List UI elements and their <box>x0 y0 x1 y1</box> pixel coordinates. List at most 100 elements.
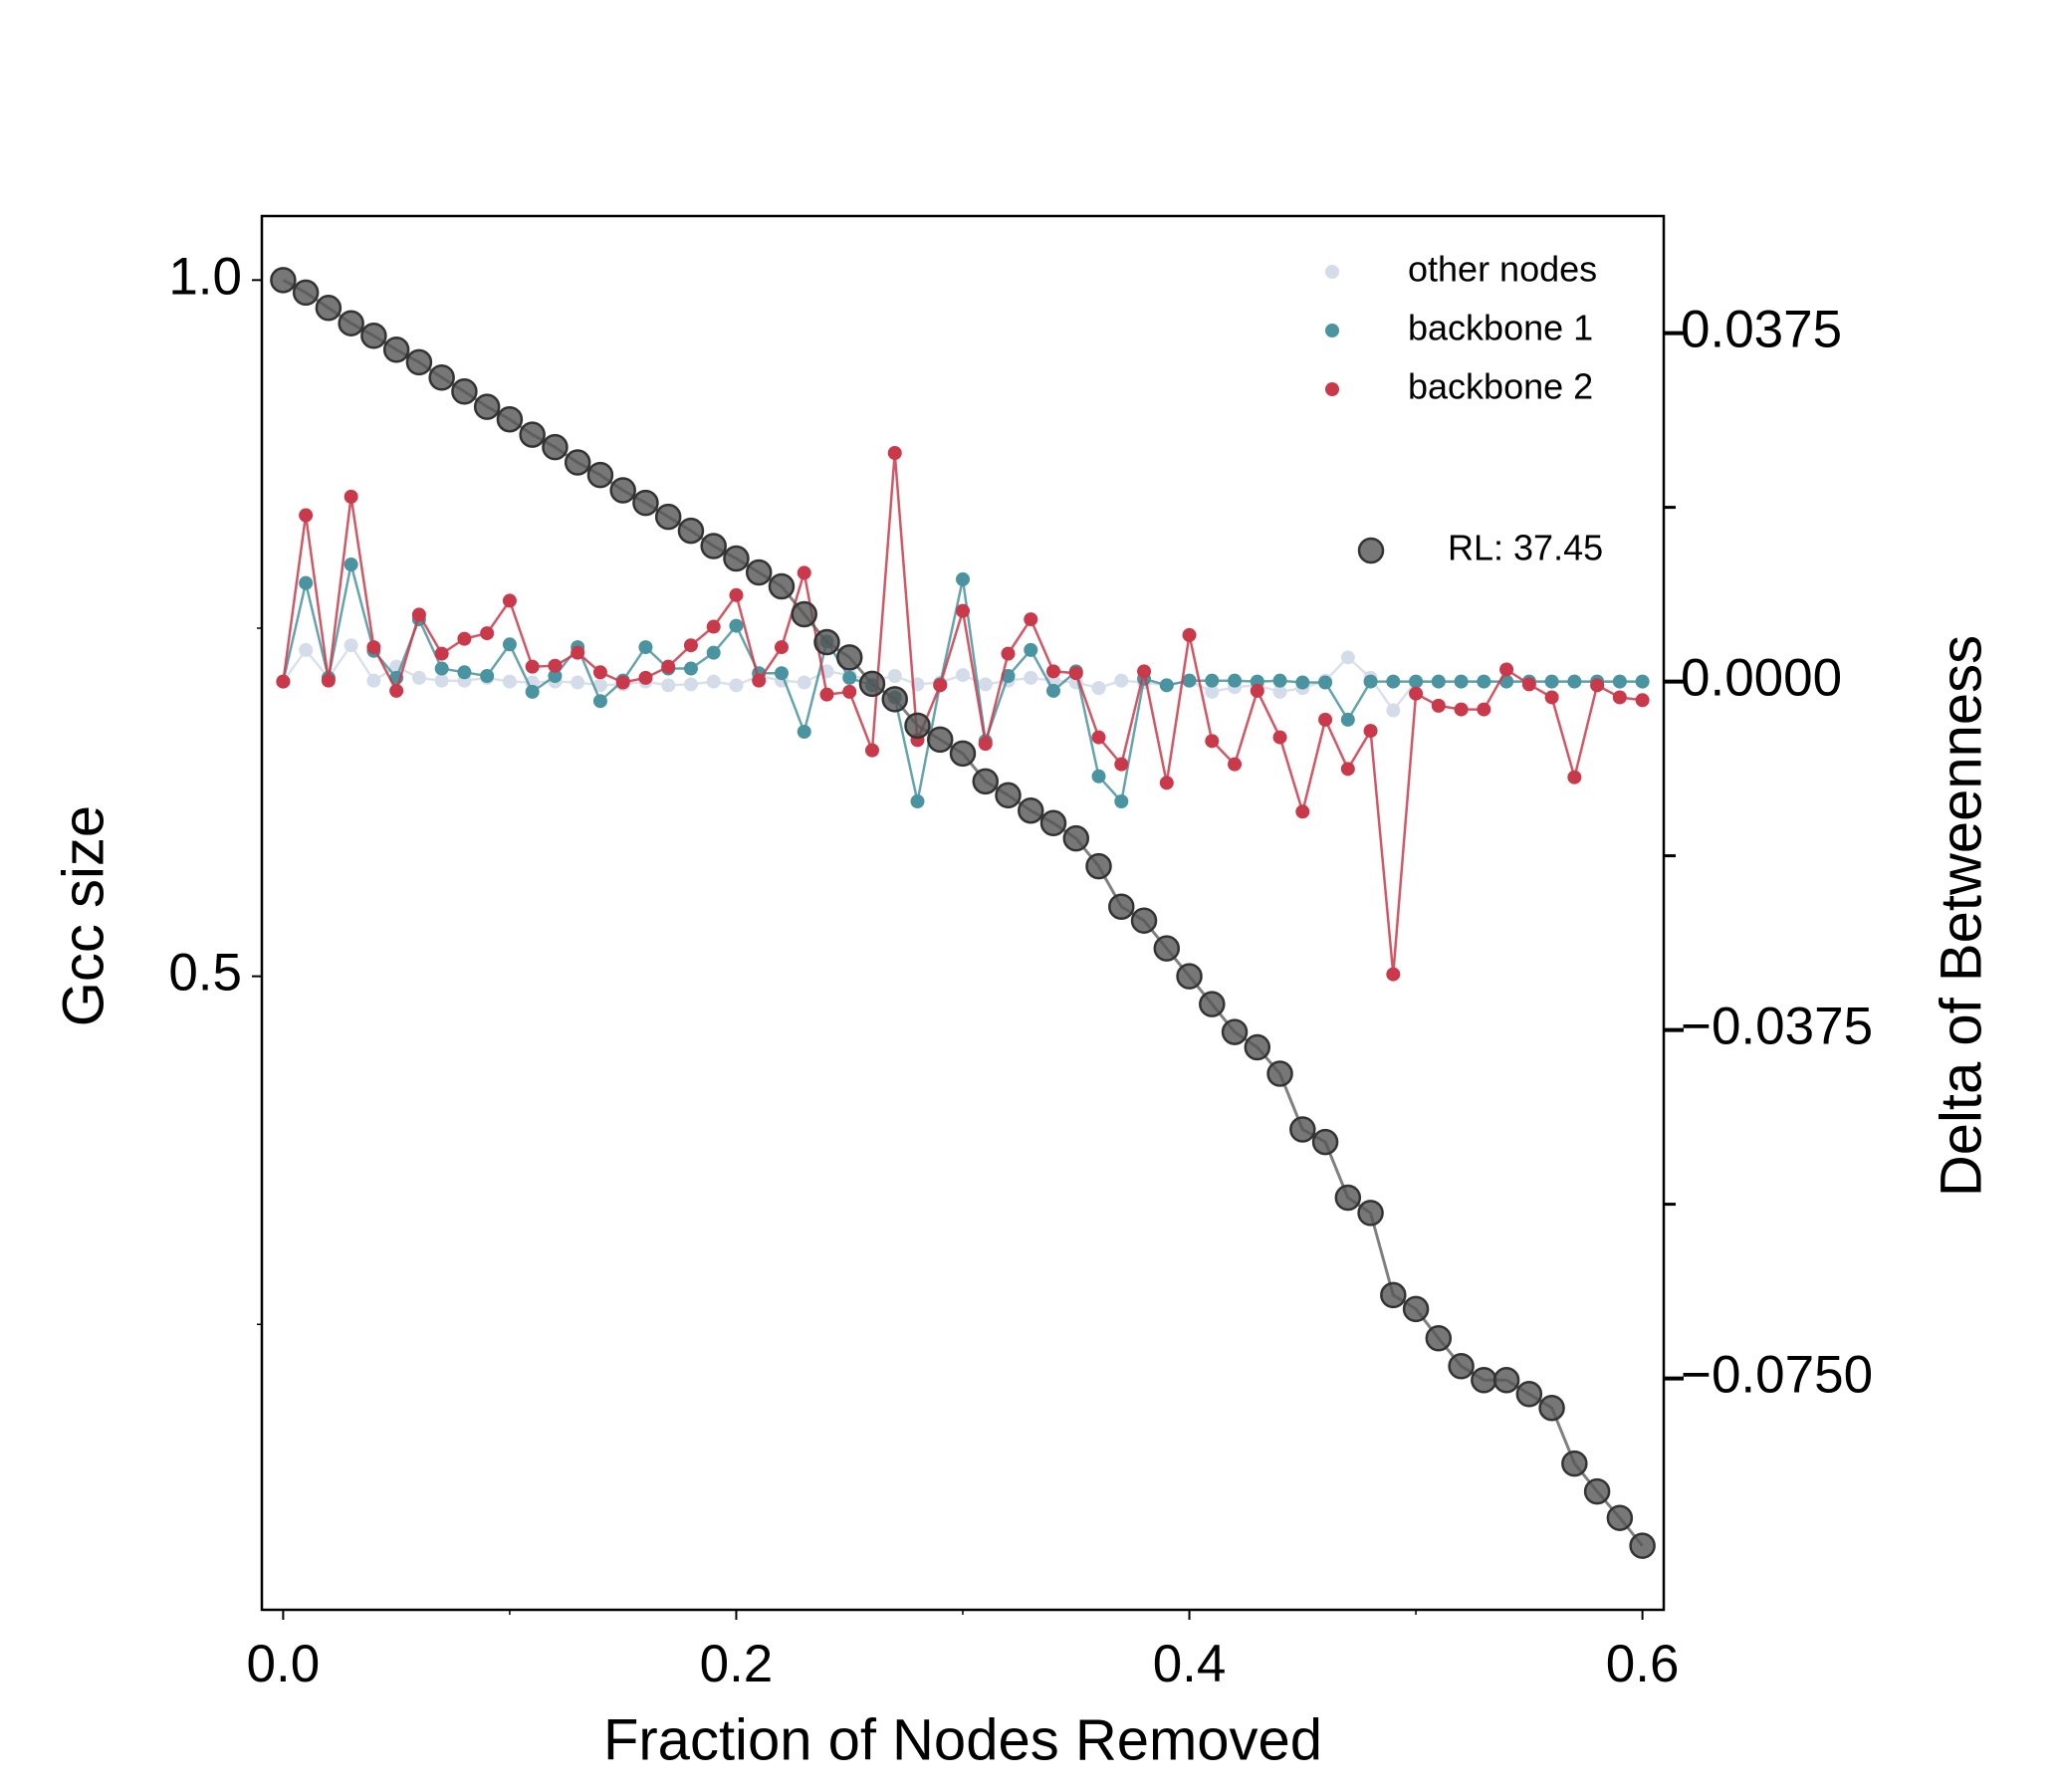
data-point <box>1386 967 1401 982</box>
data-point <box>571 645 585 660</box>
series-line <box>282 452 1643 975</box>
x-tick-label: 0.4 <box>1153 1635 1227 1693</box>
data-point <box>1159 678 1174 693</box>
data-point <box>1114 794 1129 808</box>
data-point <box>910 794 925 808</box>
data-point <box>683 677 698 692</box>
data-point <box>1425 1325 1453 1352</box>
data-point <box>1629 1532 1656 1559</box>
data-point <box>1108 893 1135 920</box>
data-point <box>926 726 954 754</box>
x-tick-label: 0.2 <box>700 1635 774 1693</box>
data-point <box>835 644 863 671</box>
data-point <box>752 673 767 688</box>
data-point <box>1363 724 1378 739</box>
data-point <box>1137 664 1152 679</box>
data-point <box>344 638 358 653</box>
y2-tick-label: 0.0000 <box>1681 649 1842 708</box>
data-point <box>723 545 750 572</box>
data-point <box>299 575 314 590</box>
data-point <box>956 571 970 586</box>
data-point <box>1205 673 1220 688</box>
legend-marker <box>1325 324 1339 337</box>
data-point <box>858 670 886 698</box>
data-point <box>1515 1380 1543 1408</box>
data-point <box>1295 804 1310 819</box>
data-point <box>1340 650 1355 665</box>
data-point <box>729 618 744 633</box>
data-point <box>774 666 789 681</box>
data-point <box>1454 674 1469 689</box>
legend-marker <box>1325 382 1339 396</box>
data-point <box>496 405 524 433</box>
data-point <box>1205 684 1220 699</box>
data-point <box>411 607 426 622</box>
data-point <box>1544 690 1559 705</box>
data-point <box>292 279 320 307</box>
data-point <box>615 675 630 690</box>
data-point <box>592 694 607 709</box>
data-point <box>1544 674 1559 689</box>
data-point <box>1448 1352 1475 1380</box>
data-point <box>360 323 387 349</box>
data-point <box>480 669 495 683</box>
data-point <box>1068 666 1083 681</box>
data-point <box>1567 770 1582 784</box>
data-point <box>1153 935 1181 962</box>
data-point <box>276 674 291 689</box>
data-point <box>661 659 676 674</box>
x-tick-label: 0.6 <box>1606 1635 1680 1693</box>
data-point <box>473 393 501 420</box>
legend-marker <box>1357 537 1385 564</box>
data-point <box>1001 646 1016 661</box>
data-point <box>1612 690 1627 705</box>
data-point <box>525 659 540 674</box>
data-point <box>1250 683 1264 698</box>
data-point <box>1363 674 1378 689</box>
data-point <box>338 310 364 336</box>
data-point <box>978 737 993 752</box>
plot-frame <box>260 214 1666 1612</box>
y2-tick-label: 0.0375 <box>1681 301 1842 359</box>
data-point <box>502 674 517 689</box>
data-point <box>1635 693 1650 708</box>
data-point <box>1606 1504 1634 1531</box>
data-point <box>1091 769 1106 784</box>
legend-label: backbone 1 <box>1408 308 1593 348</box>
data-point <box>548 669 563 683</box>
data-point <box>1272 730 1287 745</box>
data-point <box>428 363 455 391</box>
data-point <box>451 377 478 405</box>
data-point <box>887 446 902 460</box>
data-point <box>729 678 744 693</box>
data-point <box>1477 674 1491 689</box>
data-point <box>661 678 676 693</box>
data-point <box>592 665 607 680</box>
data-point <box>321 673 336 688</box>
data-point <box>480 626 495 641</box>
data-point <box>1039 809 1067 837</box>
data-point <box>1024 670 1038 685</box>
data-point <box>706 619 721 634</box>
legend-marker <box>1325 265 1339 279</box>
data-point <box>1386 703 1401 718</box>
data-point <box>729 587 744 602</box>
data-point <box>434 661 449 676</box>
data-point <box>864 743 879 758</box>
data-point <box>405 348 433 376</box>
data-point <box>344 558 358 571</box>
data-point <box>299 508 314 523</box>
data-point <box>1295 675 1310 690</box>
data-point <box>542 433 569 461</box>
data-point <box>1182 673 1197 688</box>
data-point <box>1521 677 1536 692</box>
data-point <box>956 603 970 618</box>
data-point <box>1062 824 1090 852</box>
data-point <box>1046 664 1061 679</box>
data-point <box>1340 712 1355 727</box>
data-point <box>1612 674 1627 689</box>
data-point <box>745 559 773 586</box>
data-point <box>677 517 705 545</box>
data-point <box>842 684 857 699</box>
